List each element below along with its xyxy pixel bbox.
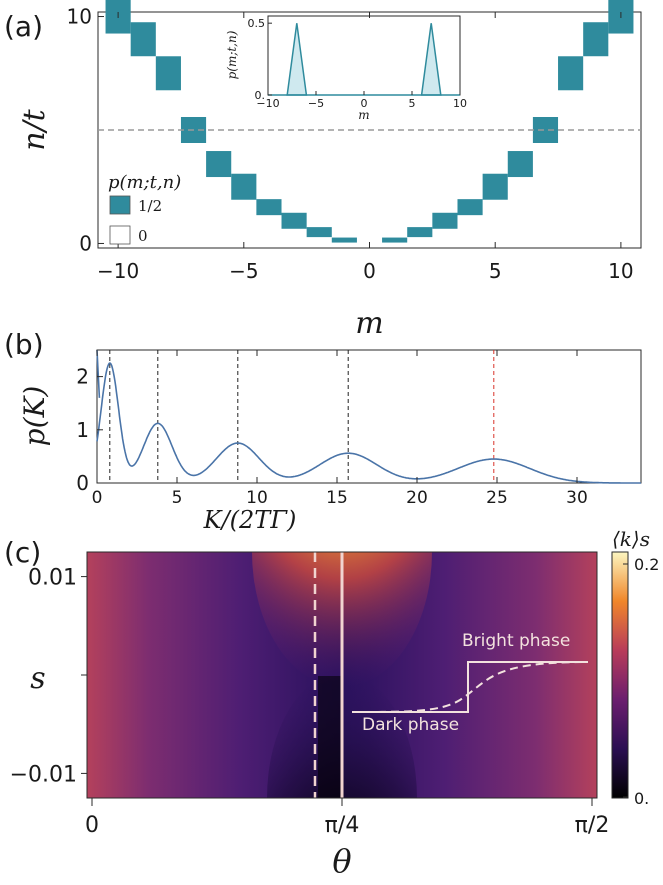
heatmap-cell bbox=[507, 151, 533, 178]
y-tick-label: −0.01 bbox=[10, 762, 77, 787]
inset-y-tick-label: 0.5 bbox=[248, 17, 266, 30]
heatmap-cell bbox=[583, 22, 609, 57]
y-tick-label: 2 bbox=[76, 365, 89, 389]
heatmap-cell bbox=[432, 212, 458, 229]
panel-b-vlines bbox=[109, 350, 495, 483]
y-tick-label: 0 bbox=[79, 231, 92, 255]
phase-smooth-curve bbox=[351, 661, 589, 713]
y-tick-label: 10 bbox=[67, 5, 92, 29]
legend-swatch-half bbox=[109, 195, 131, 215]
x-tick-label: 5 bbox=[172, 488, 183, 508]
legend-label-zero: 0 bbox=[138, 227, 148, 245]
panel-c: Bright phase Dark phase 0 π/4 π/2 0.01 −0.01… bbox=[10, 527, 660, 880]
panel-a-label: (a) bbox=[4, 10, 43, 43]
x-tick-label: 20 bbox=[406, 488, 428, 508]
inset-y-tick-label: 0. bbox=[255, 89, 266, 102]
colorbar-label: ⟨k⟩s bbox=[612, 527, 650, 551]
panel-b-xlabel: K/(2TΓ) bbox=[203, 506, 297, 534]
heatmap-cell bbox=[457, 199, 483, 216]
legend-swatch-zero bbox=[109, 225, 131, 245]
x-tick-label: π/2 bbox=[575, 813, 610, 838]
heatmap-cell bbox=[130, 22, 156, 57]
heatmap-cell bbox=[407, 227, 433, 238]
dark-phase-label: Dark phase bbox=[362, 715, 459, 735]
inset-plot bbox=[268, 23, 460, 96]
heatmap-cell bbox=[482, 173, 508, 200]
inset-x-tick-label: 10 bbox=[453, 97, 467, 110]
heatmap-cell bbox=[558, 56, 584, 91]
inset-xlabel: m bbox=[358, 108, 369, 122]
inset-x-tick-label: 0 bbox=[361, 97, 368, 110]
x-tick-label: 0 bbox=[363, 259, 376, 283]
colorbar-tick-bottom: 0. bbox=[634, 789, 649, 808]
heatmap-cell bbox=[532, 117, 559, 143]
y-tick-label: 0.01 bbox=[28, 566, 77, 591]
colorbar-tick-top: 0.2 bbox=[634, 555, 659, 574]
panel-b-label: (b) bbox=[4, 328, 44, 361]
x-tick-label: 30 bbox=[566, 488, 588, 508]
inset-peak bbox=[286, 23, 308, 96]
panel-a-inset: −10 −5 0 5 10 0. 0.5 m p(m;t,n) bbox=[225, 15, 468, 122]
legend-title: p(m;t,n) bbox=[108, 172, 181, 193]
x-tick-label: 10 bbox=[246, 488, 268, 508]
inset-peak bbox=[420, 23, 442, 96]
x-tick-label: −10 bbox=[97, 259, 139, 283]
heatmap-cell bbox=[206, 151, 232, 178]
x-tick-label: π/4 bbox=[325, 813, 360, 838]
bright-phase-label: Bright phase bbox=[462, 631, 570, 651]
panel-b-ylabel: p(K) bbox=[18, 386, 51, 447]
panel-c-ticks: 0 π/4 π/2 0.01 −0.01 bbox=[10, 566, 610, 838]
panel-b-curve bbox=[96, 349, 641, 484]
panel-a-ylabel: n/t bbox=[17, 108, 52, 150]
x-tick-label: 0 bbox=[92, 488, 103, 508]
x-tick-label: 15 bbox=[326, 488, 348, 508]
panel-a-cells bbox=[105, 0, 634, 243]
heatmap-cell bbox=[382, 237, 408, 243]
panel-b-frame bbox=[96, 349, 642, 484]
panel-a-xlabel: m bbox=[355, 306, 383, 341]
panel-a-ticks: −10 −5 0 5 10 0 10 bbox=[67, 5, 634, 283]
x-tick-label: 0 bbox=[85, 813, 99, 838]
inset-x-tick-label: 5 bbox=[409, 97, 416, 110]
panel-b: 0 5 10 15 20 25 30 0 1 2 K/(2TΓ) p(K) bbox=[18, 349, 642, 534]
x-tick-label: 25 bbox=[486, 488, 508, 508]
panel-a: −10 −5 0 5 10 0 10 m n/t p(m;t,n) 1/2 0 −10 −5 0… bbox=[17, 0, 642, 341]
inset-x-tick-label: −5 bbox=[308, 97, 324, 110]
heatmap-cell bbox=[281, 212, 307, 229]
panel-c-label: (c) bbox=[4, 536, 41, 569]
x-tick-label: 10 bbox=[608, 259, 633, 283]
colorbar bbox=[611, 551, 629, 799]
panel-c-ylabel: s bbox=[30, 661, 45, 696]
x-tick-label: −5 bbox=[229, 259, 258, 283]
inset-ylabel: p(m;t,n) bbox=[225, 30, 239, 79]
heatmap-cell bbox=[155, 56, 181, 91]
y-tick-label: 0 bbox=[76, 471, 89, 495]
heatmap-cell bbox=[306, 227, 332, 238]
panel-b-ticks: 0 5 10 15 20 25 30 0 1 2 bbox=[76, 350, 588, 508]
legend-label-half: 1/2 bbox=[138, 197, 162, 215]
y-tick-label: 1 bbox=[76, 418, 89, 442]
heatmap-cell bbox=[231, 173, 257, 200]
panel-c-xlabel: θ bbox=[332, 842, 351, 880]
inset-ticks: −10 −5 0 5 10 0. 0.5 bbox=[248, 17, 468, 110]
heatmap-cell bbox=[256, 199, 282, 216]
heatmap-cell bbox=[331, 237, 357, 243]
x-tick-label: 5 bbox=[489, 259, 502, 283]
inset-x-tick-label: −10 bbox=[256, 97, 279, 110]
